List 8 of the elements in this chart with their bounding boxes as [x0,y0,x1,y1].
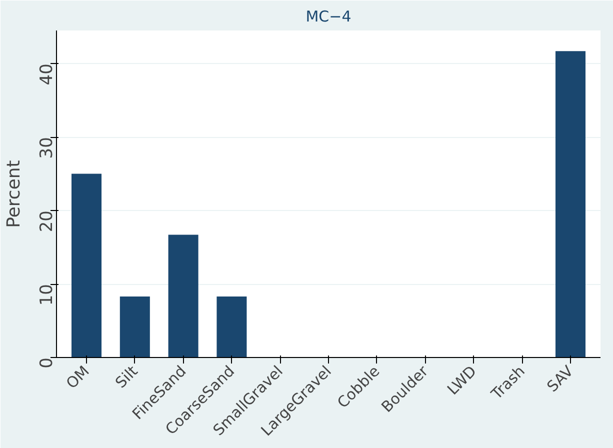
y-tick-label: 10 [37,284,57,306]
y-tick-label: 0 [37,357,57,368]
chart-title: MC−4 [306,8,352,26]
y-axis-title: Percent [4,160,24,228]
y-tick-label: 40 [37,64,57,86]
x-tick-label: OM [62,362,93,392]
y-tick-label: 30 [37,137,57,159]
y-tick-label: 20 [37,210,57,232]
